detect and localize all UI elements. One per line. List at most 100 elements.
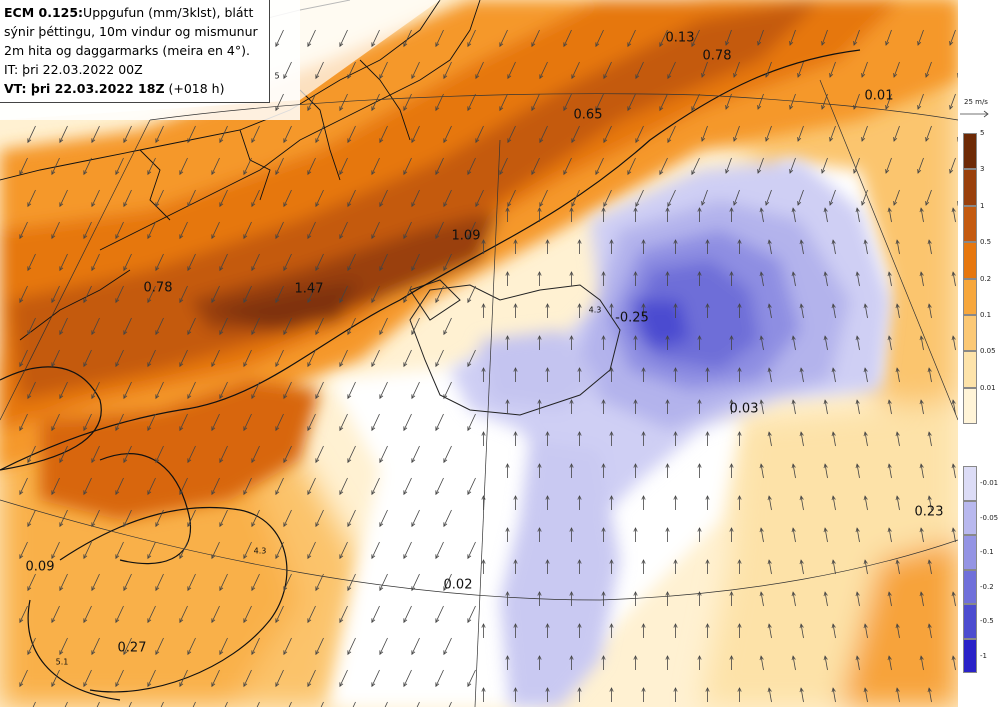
wind-arrow — [320, 701, 324, 707]
wind-arrow-head — [925, 137, 930, 142]
wind-arrow-head — [799, 303, 804, 309]
evaporation-swatch — [963, 387, 977, 424]
wind-arrow — [925, 125, 932, 142]
condensation-swatch — [963, 569, 977, 604]
wind-arrow — [147, 349, 156, 367]
wind-arrow-head — [403, 554, 408, 560]
wind-arrow — [187, 125, 196, 143]
wind-arrow — [91, 381, 100, 399]
wind-arrow — [443, 381, 452, 399]
wind-arrow-head — [917, 105, 922, 110]
wind-arrow-head — [697, 655, 702, 660]
wind-arrow-head — [725, 41, 730, 46]
wind-arrow-head — [823, 271, 828, 277]
wind-arrow-head — [283, 330, 288, 336]
wind-arrow-head — [513, 431, 518, 436]
wind-arrow-head — [667, 74, 672, 80]
wind-arrow — [371, 541, 380, 559]
condensation-tick-label: -1 — [980, 651, 987, 660]
wind-arrow — [539, 189, 548, 207]
wind-arrow-head — [887, 207, 892, 213]
wind-arrow-head — [275, 298, 280, 304]
wind-arrow-head — [59, 586, 64, 592]
wind-arrow — [147, 541, 156, 559]
wind-arrow-head — [251, 138, 256, 144]
wind-arrow-head — [729, 527, 734, 532]
wind-arrow-head — [539, 202, 544, 208]
wind-arrow — [83, 221, 92, 239]
wind-arrow — [571, 125, 580, 143]
wind-arrow — [147, 157, 156, 175]
wind-arrow-head — [673, 559, 678, 564]
wind-arrow — [379, 445, 388, 463]
wind-arrow-head — [219, 650, 224, 656]
value-label: 0.03 — [729, 401, 759, 417]
wind-arrow — [123, 189, 132, 207]
wind-arrow-head — [531, 106, 536, 112]
wind-arrow — [251, 381, 260, 399]
wind-arrow-head — [569, 207, 574, 212]
wind-arrow-head — [83, 554, 88, 560]
wind-arrow-head — [243, 618, 248, 624]
wind-arrow-head — [187, 586, 192, 592]
wind-arrow — [283, 445, 292, 463]
wind-arrow-head — [27, 138, 32, 144]
wind-arrow-head — [831, 559, 836, 565]
wind-arrow — [411, 189, 420, 207]
wind-arrow-head — [403, 490, 408, 496]
wind-arrow-head — [443, 394, 448, 400]
wind-arrow-head — [155, 522, 160, 528]
wind-arrow — [928, 496, 932, 511]
wind-arrow-head — [339, 682, 344, 688]
wind-arrow — [896, 432, 900, 447]
value-label: 1.47 — [294, 281, 324, 297]
wind-arrow — [315, 573, 324, 591]
wind-arrow — [371, 221, 380, 239]
wind-arrow-head — [339, 170, 344, 176]
wind-arrow-head — [123, 202, 128, 208]
wind-arrow-head — [633, 527, 638, 532]
wind-arrow — [888, 208, 892, 223]
wind-arrow-head — [155, 138, 160, 144]
wind-arrow — [219, 125, 228, 143]
wind-arrow-head — [659, 170, 664, 176]
wind-arrow — [91, 445, 100, 463]
wind-arrow-head — [665, 591, 670, 596]
wind-arrow-head — [147, 618, 152, 624]
wind-arrow-head — [411, 458, 416, 464]
wind-arrow-head — [27, 202, 32, 208]
wind-arrow-head — [919, 655, 924, 661]
wind-arrow-head — [211, 170, 216, 176]
wind-arrow — [411, 445, 420, 463]
wind-arrow-head — [467, 234, 472, 240]
wind-arrow — [59, 317, 68, 335]
wind-arrow-head — [155, 586, 160, 592]
wind-arrow — [896, 624, 900, 639]
wind-arrow-head — [799, 623, 804, 629]
wind-arrow-head — [821, 41, 826, 46]
wind-arrow — [443, 189, 452, 207]
wind-arrow — [224, 701, 228, 707]
wind-arrow-head — [895, 239, 900, 245]
wind-arrow-head — [339, 618, 344, 624]
wind-arrow — [757, 157, 764, 174]
wind-arrow-head — [691, 106, 696, 112]
wind-arrow-head — [219, 394, 224, 400]
wind-arrow-head — [435, 362, 440, 368]
wind-arrow-head — [411, 74, 416, 80]
wind-arrow-head — [19, 170, 24, 176]
wind-arrow — [659, 157, 668, 175]
wind-arrow — [864, 624, 868, 639]
wind-arrow-head — [633, 655, 638, 660]
wind-arrow — [659, 93, 668, 111]
wind-arrow — [435, 285, 444, 303]
wind-arrow — [856, 208, 860, 223]
wind-arrow — [403, 477, 412, 495]
wind-arrow-head — [919, 527, 924, 533]
wind-arrow-head — [797, 73, 802, 78]
wind-arrow-head — [919, 271, 924, 277]
wind-arrow — [211, 541, 220, 559]
wind-arrow — [219, 509, 228, 527]
wind-arrow-head — [767, 303, 772, 309]
wind-arrow-head — [19, 234, 24, 240]
